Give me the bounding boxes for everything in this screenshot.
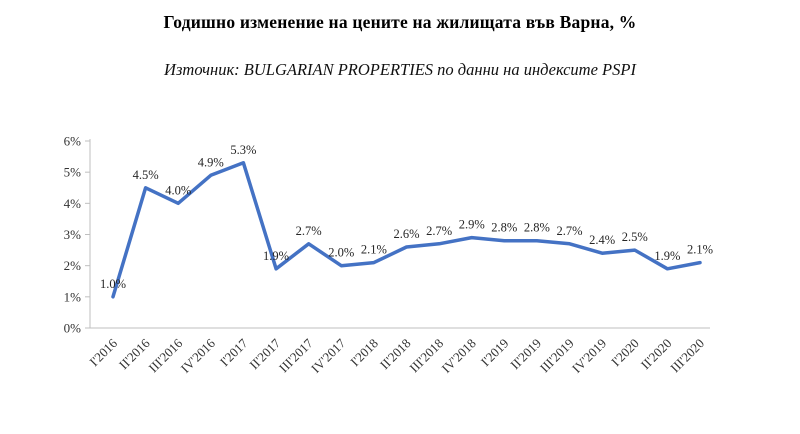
x-axis-label: IV'2017 xyxy=(308,335,349,376)
x-axis-label: I'2020 xyxy=(608,336,642,370)
data-point-label: 2.1% xyxy=(687,243,713,257)
x-axis-label: IV'2018 xyxy=(438,336,478,376)
line-chart: 0% 1% 2% 3% 4% 5% 6% 1.0% 4.5% 4.0% 4.9% 5.3% 1.9% 2.… xyxy=(64,134,713,376)
x-axis-label: I'2018 xyxy=(347,336,381,370)
data-point-label: 4.9% xyxy=(198,155,224,169)
y-axis-label: 4% xyxy=(64,196,82,211)
data-point-label: 2.7% xyxy=(426,224,452,238)
x-axis-label: I'2017 xyxy=(217,335,251,369)
x-axis-label: IV'2019 xyxy=(569,336,609,376)
data-point-label: 5.3% xyxy=(230,143,256,157)
y-axis-label: 6% xyxy=(64,134,82,149)
y-axis-label: 1% xyxy=(64,289,82,304)
data-point-label: 2.9% xyxy=(459,218,485,232)
data-point-label: 4.5% xyxy=(133,168,159,182)
y-axis-label: 2% xyxy=(64,258,82,273)
x-axis-label: III'2019 xyxy=(537,336,577,376)
data-point-label: 1.9% xyxy=(654,249,680,263)
y-axis-label: 0% xyxy=(64,321,82,336)
series-line xyxy=(111,161,702,299)
y-axis-label: 3% xyxy=(64,227,82,242)
data-point-label: 2.8% xyxy=(524,221,550,235)
chart-title: Годишно изменение на цените на жилищата … xyxy=(163,12,637,32)
chart-subtitle: Източник: BULGARIAN PROPERTIES по данни … xyxy=(164,60,636,79)
data-point-label: 2.7% xyxy=(557,224,583,238)
data-point-label: 1.9% xyxy=(263,249,289,263)
data-point-label: 4.0% xyxy=(165,183,191,197)
x-axis-label: III'2017 xyxy=(276,335,316,375)
data-point-label: 1.0% xyxy=(100,277,126,291)
x-axis-label: I'2016 xyxy=(86,335,120,369)
y-axis-label: 5% xyxy=(64,165,82,180)
x-axis-label: I'2019 xyxy=(478,336,512,370)
x-axis-label: III'2020 xyxy=(667,336,707,376)
data-point-label: 2.0% xyxy=(328,246,354,260)
data-point-label: 2.1% xyxy=(361,243,387,257)
data-point-label: 2.6% xyxy=(393,227,419,241)
data-point-label: 2.4% xyxy=(589,233,615,247)
x-axis-label: III'2016 xyxy=(146,335,186,375)
data-point-label: 2.7% xyxy=(296,224,322,238)
x-axis-label: IV'2016 xyxy=(178,335,219,376)
data-point-label: 2.5% xyxy=(622,230,648,244)
data-point-label: 2.8% xyxy=(491,221,517,235)
x-axis-label: III'2018 xyxy=(406,336,446,376)
